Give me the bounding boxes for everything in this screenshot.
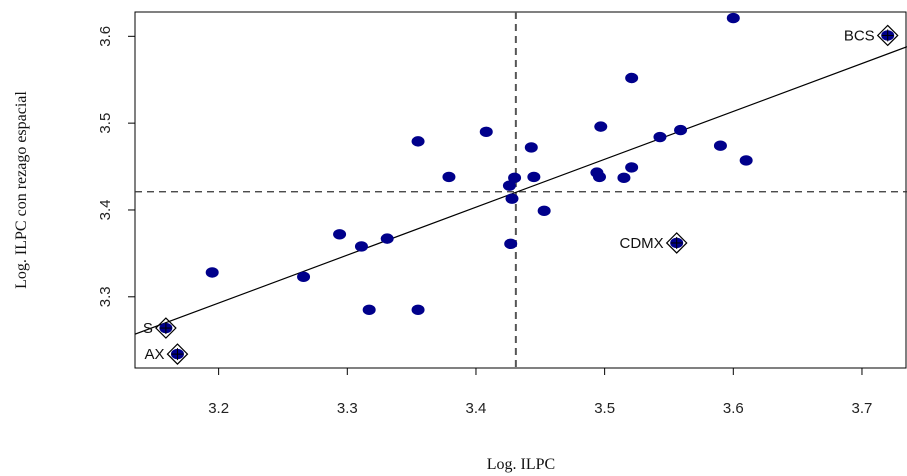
data-point [380,233,394,244]
x-tick-label: 3.6 [723,400,744,417]
data-point [333,229,347,240]
influence-diamond-marker [665,232,688,254]
data-point [362,304,376,316]
plot-area-frame [134,11,907,369]
x-tick-label: 3.3 [337,400,358,417]
data-point [625,162,639,173]
x-tick-label: 3.5 [594,400,615,417]
point-label: S [143,320,153,337]
y-axis-title: Log. ILPC con rezago espacial [13,91,30,289]
data-point [504,238,518,250]
data-point [713,140,727,151]
y-tick-label: 3.4 [97,200,114,221]
plot-area: BCS CDMX S AX [135,12,907,368]
data-point [527,171,541,183]
influence-diamond-marker [876,24,899,47]
data-point [505,193,519,204]
point-label: AX [144,346,164,363]
data-point [594,121,608,132]
x-tick-label: 3.2 [208,400,229,417]
data-point [297,271,311,283]
data-point [524,142,538,153]
data-point [479,126,493,138]
data-point [508,172,522,184]
x-tick-label: 3.7 [852,400,873,417]
x-tick-label: 3.4 [466,400,487,417]
y-tick-label: 3.3 [97,286,114,307]
data-point [674,124,688,136]
data-point [411,136,425,147]
data-point [411,304,425,316]
influence-diamond-marker [155,317,177,339]
data-point [354,241,368,252]
data-point [625,72,639,84]
data-point [537,205,551,217]
data-point [617,172,631,184]
data-point [726,12,740,24]
data-point [205,267,219,278]
x-axis-title: Log. ILPC [487,456,555,473]
axes: 3.2 3.3 3.4 3.5 3.6 3.7 3.3 3.4 3.5 3.6 [97,26,872,417]
point-label: CDMX [620,235,664,252]
data-point [502,180,516,191]
y-tick-label: 3.5 [97,113,114,134]
data-point [442,171,456,183]
y-tick-label: 3.6 [97,26,114,47]
data-point [592,171,606,183]
regression-line [135,46,907,335]
data-point [739,155,753,166]
point-label: BCS [844,27,875,44]
data-point [653,131,667,143]
influence-diamond-marker [166,343,189,365]
